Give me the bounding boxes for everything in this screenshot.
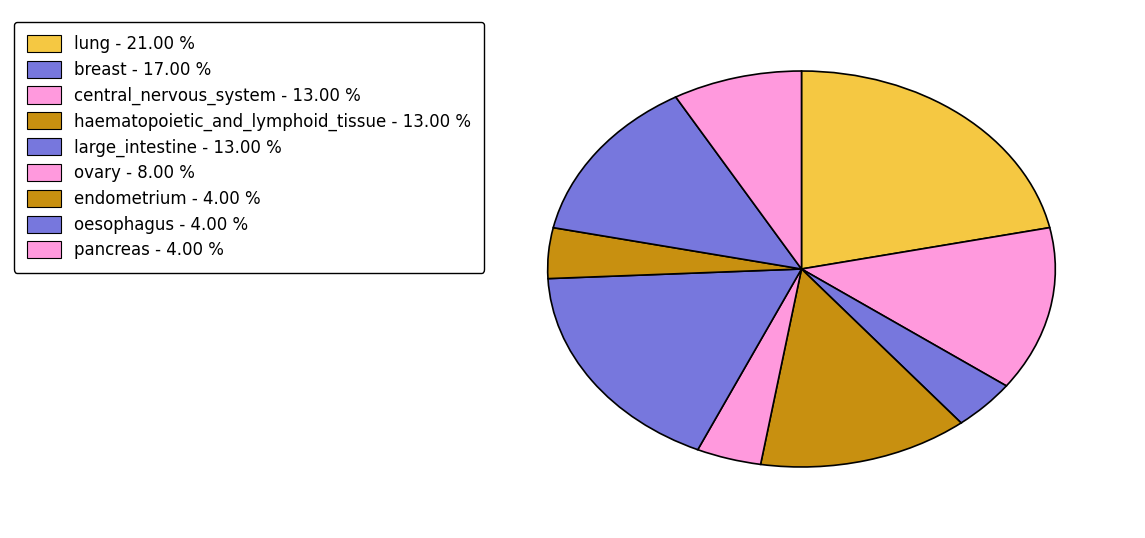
Wedge shape: [553, 97, 802, 269]
Wedge shape: [547, 228, 801, 279]
Wedge shape: [760, 269, 961, 467]
Wedge shape: [802, 269, 1006, 423]
Wedge shape: [802, 228, 1056, 386]
Wedge shape: [802, 71, 1050, 269]
Wedge shape: [697, 269, 801, 464]
Wedge shape: [548, 269, 801, 450]
Wedge shape: [676, 71, 802, 269]
Legend: lung - 21.00 %, breast - 17.00 %, central_nervous_system - 13.00 %, haematopoiet: lung - 21.00 %, breast - 17.00 %, centra…: [14, 22, 484, 273]
